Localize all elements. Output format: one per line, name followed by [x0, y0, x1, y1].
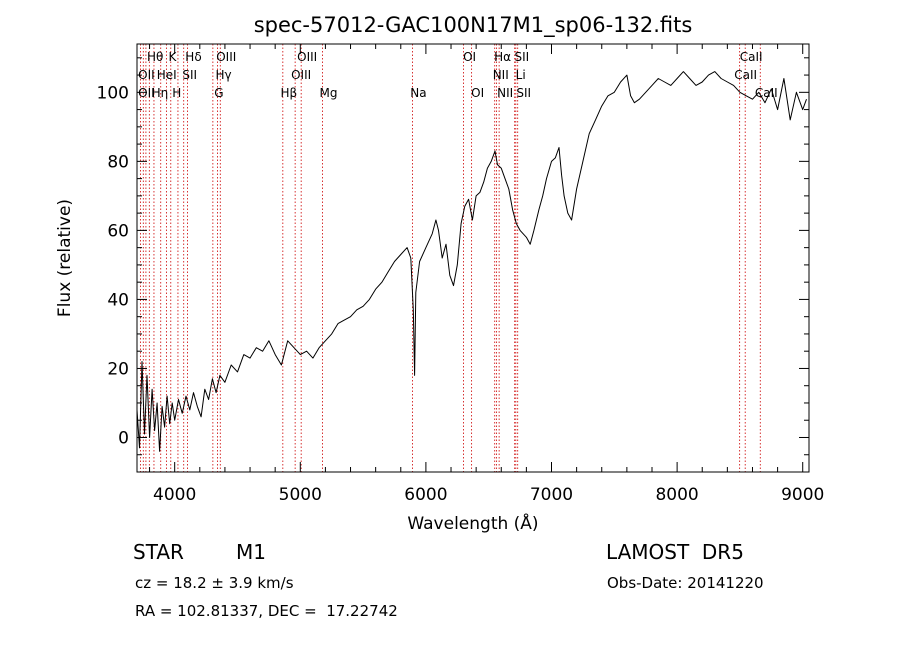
emission-line-label: Hδ	[185, 50, 201, 64]
x-axis-ticks: 4000 5000 6000 7000 8000 9000	[149, 44, 824, 505]
y-axis-ticks: 0 20 40 60 80 100	[97, 57, 809, 473]
x-tick-label: 6000	[404, 485, 447, 505]
plot-frame	[136, 43, 810, 473]
y-tick-label: 40	[107, 290, 129, 310]
emission-line-label: OI	[471, 86, 484, 100]
emission-line-label: Hγ	[215, 68, 231, 82]
emission-line-label: OII	[138, 68, 155, 82]
emission-line-label: OII	[138, 86, 155, 100]
emission-line-label: SII	[516, 86, 531, 100]
y-axis-label: Flux (relative)	[55, 199, 75, 317]
coordinates-readout: RA = 102.81337, DEC = 17.22742	[135, 602, 398, 620]
object-subclass: M1	[236, 540, 266, 564]
emission-line-label: Li	[516, 68, 526, 82]
spectrum-series	[136, 71, 807, 452]
x-tick-label: 9000	[781, 485, 824, 505]
emission-line-label: OIII	[297, 50, 317, 64]
x-tick-label: 7000	[530, 485, 573, 505]
emission-line-label: Hβ	[280, 86, 297, 100]
emission-line-label: OI	[463, 50, 476, 64]
spectrum-line	[136, 71, 807, 452]
emission-line-label: Mg	[320, 86, 338, 100]
emission-line-label: Na	[410, 86, 426, 100]
emission-line-label: Hα	[494, 50, 511, 64]
emission-line-label: CaII	[734, 68, 757, 82]
emission-line-label: NII	[497, 86, 513, 100]
emission-line-label: CaII	[740, 50, 763, 64]
y-tick-label: 80	[107, 152, 129, 172]
redshift-readout: cz = 18.2 ± 3.9 km/s	[135, 574, 294, 592]
emission-line-label: OIII	[216, 50, 236, 64]
survey-name: LAMOST DR5	[606, 540, 744, 564]
y-tick-label: 60	[107, 221, 129, 241]
y-tick-label: 0	[118, 428, 129, 448]
y-tick-label: 100	[97, 83, 129, 103]
x-tick-label: 8000	[655, 485, 698, 505]
emission-line-label: SII	[182, 68, 197, 82]
emission-line-label: H	[172, 86, 181, 100]
x-tick-label: 5000	[279, 485, 322, 505]
x-tick-label: 4000	[153, 485, 196, 505]
emission-line-label: G	[214, 86, 223, 100]
chart-title: spec-57012-GAC100N17M1_sp06-132.fits	[254, 13, 693, 38]
emission-line-label: SII	[514, 50, 529, 64]
emission-line-markers	[139, 44, 761, 472]
emission-line-label: OIII	[291, 68, 311, 82]
emission-line-label: K	[168, 50, 177, 64]
emission-line-label: Hη	[152, 86, 169, 100]
y-tick-label: 20	[107, 359, 129, 379]
object-class: STAR	[133, 540, 184, 564]
emission-line-label: Hθ	[147, 50, 163, 64]
emission-line-label: NII	[493, 68, 509, 82]
observation-date: Obs-Date: 20141220	[607, 574, 764, 592]
x-axis-label: Wavelength (Å)	[407, 512, 538, 534]
emission-line-label: HeI	[157, 68, 177, 82]
